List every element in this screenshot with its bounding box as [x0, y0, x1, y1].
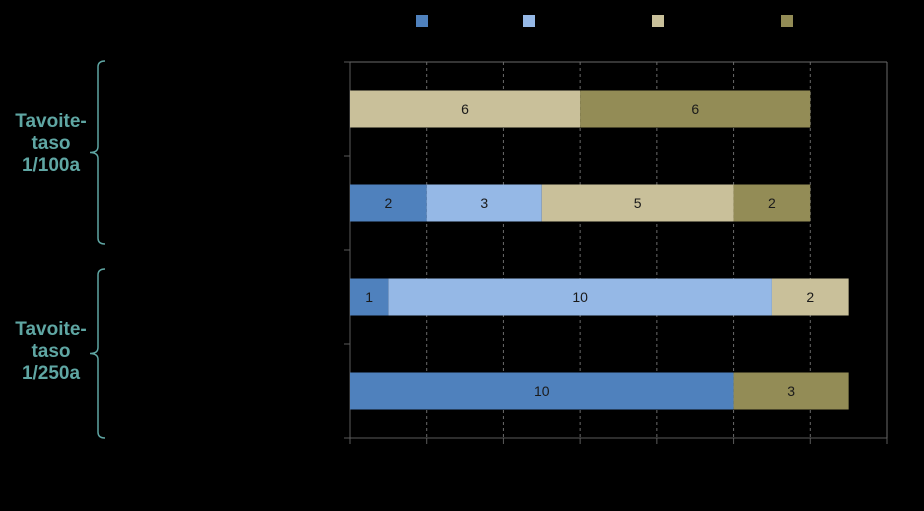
- bar-value-label: 6: [461, 101, 469, 117]
- bar-segment: [541, 184, 734, 222]
- bar-value-label: 5: [634, 195, 642, 211]
- bar-segment: [580, 90, 811, 128]
- bar-segment: [426, 184, 542, 222]
- bar-value-label: 2: [806, 289, 814, 305]
- bar-segment: [350, 184, 427, 222]
- bar-value-label: 3: [787, 383, 795, 399]
- bar-value-label: 1: [365, 289, 373, 305]
- group-label-line: Tavoite-: [15, 111, 87, 132]
- bar-value-label: 2: [384, 195, 392, 211]
- group-label-1-100a: Tavoite- taso 1/100a: [1, 111, 101, 177]
- bar-value-label: 3: [480, 195, 488, 211]
- bar-segment: [350, 372, 734, 410]
- bar-segment: [771, 278, 849, 316]
- group-label-line: taso: [31, 133, 71, 154]
- bar-segment: [733, 372, 849, 410]
- bar-value-label: 10: [534, 383, 550, 399]
- group-label-line: taso: [31, 341, 71, 362]
- bar-segment: [733, 184, 811, 222]
- group-label-1-250a: Tavoite- taso 1/250a: [1, 319, 101, 385]
- group-label-line: 1/250a: [21, 363, 81, 384]
- legend-swatch: [781, 15, 793, 27]
- legend-swatch: [523, 15, 535, 27]
- bar-segment: [388, 278, 772, 316]
- bar-segment: [350, 278, 389, 316]
- legend-swatch: [416, 15, 428, 27]
- bar-segment: [350, 90, 581, 128]
- group-bracket: [89, 60, 106, 245]
- bar-value-label: 10: [572, 289, 588, 305]
- legend-swatch: [652, 15, 664, 27]
- group-label-line: Tavoite-: [15, 319, 87, 340]
- bar-value-label: 6: [691, 101, 699, 117]
- group-label-line: 1/100a: [21, 155, 81, 176]
- group-bracket: [89, 268, 106, 439]
- bar-value-label: 2: [768, 195, 776, 211]
